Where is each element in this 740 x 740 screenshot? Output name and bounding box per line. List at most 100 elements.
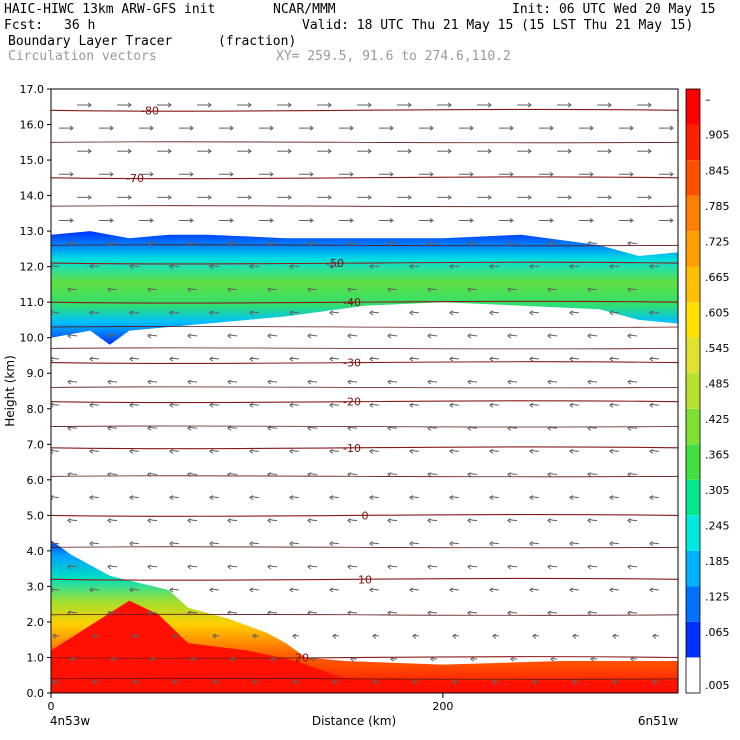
wind-vector-head [409, 402, 414, 408]
wind-vector-head [427, 564, 432, 570]
wind-vector-head [347, 333, 352, 339]
colorbar-swatch [686, 515, 700, 551]
wind-vector-head [587, 610, 592, 616]
wind-vector-head [329, 448, 334, 454]
wind-vector-head [487, 148, 492, 154]
wind-vector-head [507, 379, 512, 385]
colorbar-label: .845 [705, 164, 730, 177]
wind-vector-head [289, 402, 294, 408]
wind-vector-head [412, 679, 417, 685]
wind-vector-head [247, 194, 252, 200]
wind-vector-head [627, 610, 632, 616]
wind-vector-head [627, 241, 632, 246]
model-title: HAIC-HIWC 13km ARW-GFS init [4, 2, 216, 17]
wind-vector-head [69, 125, 74, 131]
wind-vector-head [430, 656, 435, 662]
wind-vector-head [349, 171, 354, 177]
wind-vector-head [87, 194, 92, 200]
contour-line [51, 347, 678, 350]
wind-vector-head [87, 102, 92, 108]
wind-vector-head [209, 541, 214, 547]
wind-vector-head [507, 564, 512, 570]
y-tick-label: 14.0 [20, 190, 45, 203]
wind-vector-head [289, 264, 294, 270]
wind-vector-head [427, 425, 432, 431]
wind-vector-head [332, 679, 337, 685]
wind-vector-head [309, 125, 314, 131]
wind-vector-head [307, 287, 312, 293]
wind-vector-head [51, 495, 54, 501]
contour-line [51, 475, 678, 478]
wind-vector-head [569, 495, 574, 501]
wind-vector-head [669, 125, 674, 131]
wind-vector-head [547, 610, 552, 616]
colorbar-label: .725 [705, 235, 730, 248]
wind-vector-head [569, 310, 574, 316]
wind-vector-head [350, 656, 355, 662]
wind-vector-head [529, 495, 534, 501]
valid-time: Valid: 18 UTC Thu 21 May 15 (15 LST Thu … [302, 18, 694, 33]
wind-vector-head [510, 656, 515, 662]
wind-vector-head [347, 610, 352, 616]
wind-vector-head [310, 656, 315, 662]
wind-vector-head [369, 587, 374, 593]
y-tick-label: 11.0 [20, 296, 45, 309]
isotherm-label: 0 [362, 509, 369, 522]
isotherm-label: -70 [126, 172, 144, 185]
wind-vector-head [52, 633, 57, 639]
colorbar-swatch [686, 408, 700, 445]
wind-vector-head [390, 656, 395, 662]
wind-vector-head [169, 541, 174, 547]
wind-vector-head [267, 287, 272, 293]
wind-vector-head [409, 356, 414, 362]
colorbar-label: .905 [705, 129, 730, 142]
wind-vector-head [147, 333, 152, 339]
wind-vector-head [649, 310, 654, 316]
wind-vector-head [507, 333, 512, 339]
wind-vector-head [607, 148, 612, 154]
wind-vector-head [507, 472, 512, 477]
wind-vector-head [629, 125, 634, 131]
wind-vector-head [569, 356, 574, 362]
wind-vector-head [307, 518, 312, 524]
wind-vector-head [527, 194, 532, 200]
wind-vector-head [572, 679, 577, 685]
wind-vector-head [172, 633, 177, 639]
cross-section-endpoints: XY= 259.5, 91.6 to 274.6,110.2 [276, 49, 511, 64]
wind-vector-head [287, 102, 292, 108]
x-end-location: 6n51w [638, 714, 679, 728]
wind-vector-head [407, 102, 412, 108]
wind-vector-head [649, 587, 654, 593]
wind-vector-head [572, 633, 577, 639]
wind-vector-head [669, 218, 674, 223]
wind-vector-head [529, 402, 534, 408]
wind-vector-head [409, 587, 414, 593]
wind-vector-head [187, 333, 192, 339]
wind-vector-head [267, 610, 272, 616]
wind-vector-head [567, 194, 572, 200]
colorbar-swatch [686, 550, 700, 587]
wind-vector-head [649, 264, 654, 270]
wind-vector-head [587, 425, 592, 431]
wind-vector-head [247, 148, 252, 154]
wind-vector-head [407, 194, 412, 200]
wind-vector-head [609, 264, 614, 270]
isotherm-line [51, 400, 678, 404]
wind-vector-head [529, 310, 534, 316]
wind-vector-head [609, 310, 614, 316]
wind-vector-head [467, 610, 472, 616]
wind-vector-head [527, 102, 532, 108]
wind-vector-head [169, 587, 174, 593]
wind-vector-head [487, 194, 492, 200]
wind-vector-head [67, 610, 72, 616]
wind-vector-head [107, 564, 112, 570]
wind-vector-head [587, 379, 592, 385]
wind-vector-head [449, 402, 454, 408]
wind-vector-head [189, 218, 194, 223]
wind-vector-head [169, 310, 174, 316]
wind-vector-head [289, 495, 294, 501]
wind-vector-head [110, 656, 115, 662]
wind-vector-head [147, 379, 152, 385]
wind-vector-head [569, 541, 574, 547]
